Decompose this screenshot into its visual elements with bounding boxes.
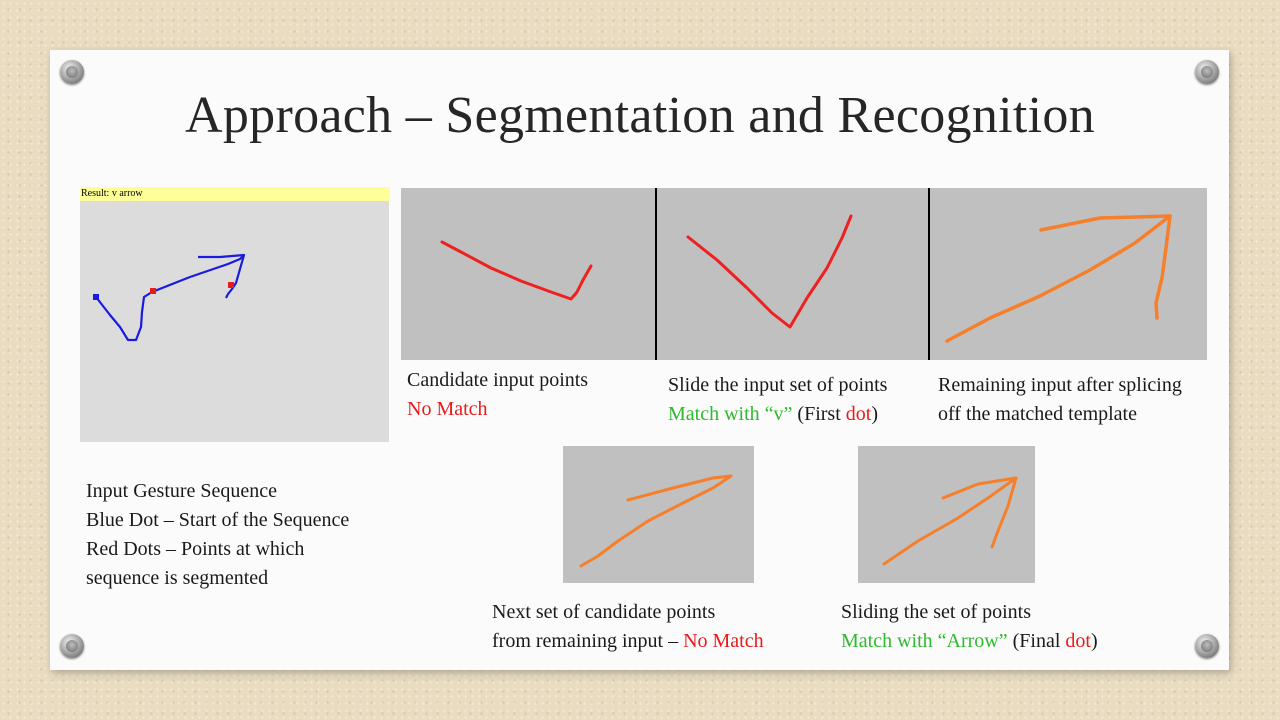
caption-final-paren-close: ) bbox=[1090, 630, 1098, 652]
stroke-match-arrow bbox=[882, 476, 1018, 566]
caption-slide-v-line2: Match with “v” (First dot) bbox=[668, 400, 887, 429]
panel-match-arrow bbox=[858, 446, 1035, 583]
panel-match-v bbox=[657, 188, 928, 360]
panel-candidate-points bbox=[401, 188, 655, 360]
stroke-match-v bbox=[686, 214, 853, 329]
input-gesture-drawing bbox=[93, 253, 246, 342]
gesture-stroke bbox=[95, 253, 246, 342]
caption-candidate-line1: Candidate input points bbox=[407, 369, 589, 391]
caption-final-paren: (Final bbox=[1007, 630, 1066, 652]
divider-1 bbox=[655, 188, 657, 360]
caption-candidate-no-match: No Match bbox=[407, 398, 488, 420]
input-desc-line3: Red Dots – Points at which bbox=[86, 538, 305, 560]
blue-start-dot bbox=[93, 294, 99, 300]
caption-next-line1: Next set of candidate points bbox=[492, 601, 716, 623]
stroke-candidate bbox=[440, 240, 593, 301]
input-desc-line1: Input Gesture Sequence bbox=[86, 480, 278, 502]
stroke-next-candidate bbox=[579, 474, 733, 568]
stroke-match-arrow-head bbox=[941, 476, 1018, 549]
caption-remaining: Remaining input after splicing off the m… bbox=[938, 371, 1182, 429]
input-desc-line4: sequence is segmented bbox=[86, 567, 269, 589]
caption-slide-v-line1: Slide the input set of points bbox=[668, 374, 888, 396]
caption-remaining-line2: off the matched template bbox=[938, 403, 1137, 425]
screw-bottom-left-icon bbox=[60, 634, 84, 658]
gesture-arrow-head bbox=[198, 253, 245, 259]
input-description: Input Gesture Sequence Blue Dot – Start … bbox=[86, 477, 349, 593]
caption-match-v: Match with “v” bbox=[668, 403, 793, 425]
caption-first-dot: dot bbox=[845, 403, 872, 425]
caption-match-arrow: Match with “Arrow” bbox=[841, 630, 1008, 652]
input-desc-line2: Blue Dot – Start of the Sequence bbox=[86, 509, 350, 531]
caption-next-candidate: Next set of candidate points from remain… bbox=[492, 598, 764, 656]
caption-sliding-arrow: Sliding the set of points Match with “Ar… bbox=[841, 598, 1098, 656]
caption-remaining-line1: Remaining input after splicing bbox=[938, 374, 1182, 396]
caption-next-no-match: No Match bbox=[683, 630, 764, 652]
input-gesture-panel: Result: v arrow bbox=[80, 187, 390, 442]
result-label: Result: v arrow bbox=[80, 187, 390, 201]
caption-first-paren: (First bbox=[792, 403, 846, 425]
divider-2 bbox=[928, 188, 930, 360]
red-segment-dot-1 bbox=[150, 288, 156, 294]
panel-remaining-input bbox=[930, 188, 1207, 360]
caption-next-prefix: from remaining input – bbox=[492, 630, 684, 652]
screw-top-right-icon bbox=[1195, 60, 1219, 84]
caption-candidate: Candidate input points No Match bbox=[407, 366, 588, 424]
stroke-remaining-head bbox=[1039, 214, 1172, 320]
slide-title: Approach – Segmentation and Recognition bbox=[185, 87, 1095, 144]
stroke-remaining bbox=[945, 214, 1172, 343]
caption-first-paren-close: ) bbox=[871, 403, 878, 425]
screw-top-left-icon bbox=[60, 60, 84, 84]
caption-sliding-line2: Match with “Arrow” (Final dot) bbox=[841, 627, 1098, 656]
panel-next-candidate bbox=[563, 446, 754, 583]
caption-final-dot: dot bbox=[1065, 630, 1091, 652]
caption-next-line2: from remaining input – No Match bbox=[492, 627, 764, 656]
caption-sliding-line1: Sliding the set of points bbox=[841, 601, 1031, 623]
caption-slide-v: Slide the input set of points Match with… bbox=[668, 371, 887, 429]
screw-bottom-right-icon bbox=[1195, 634, 1219, 658]
red-segment-dot-2 bbox=[228, 282, 234, 288]
